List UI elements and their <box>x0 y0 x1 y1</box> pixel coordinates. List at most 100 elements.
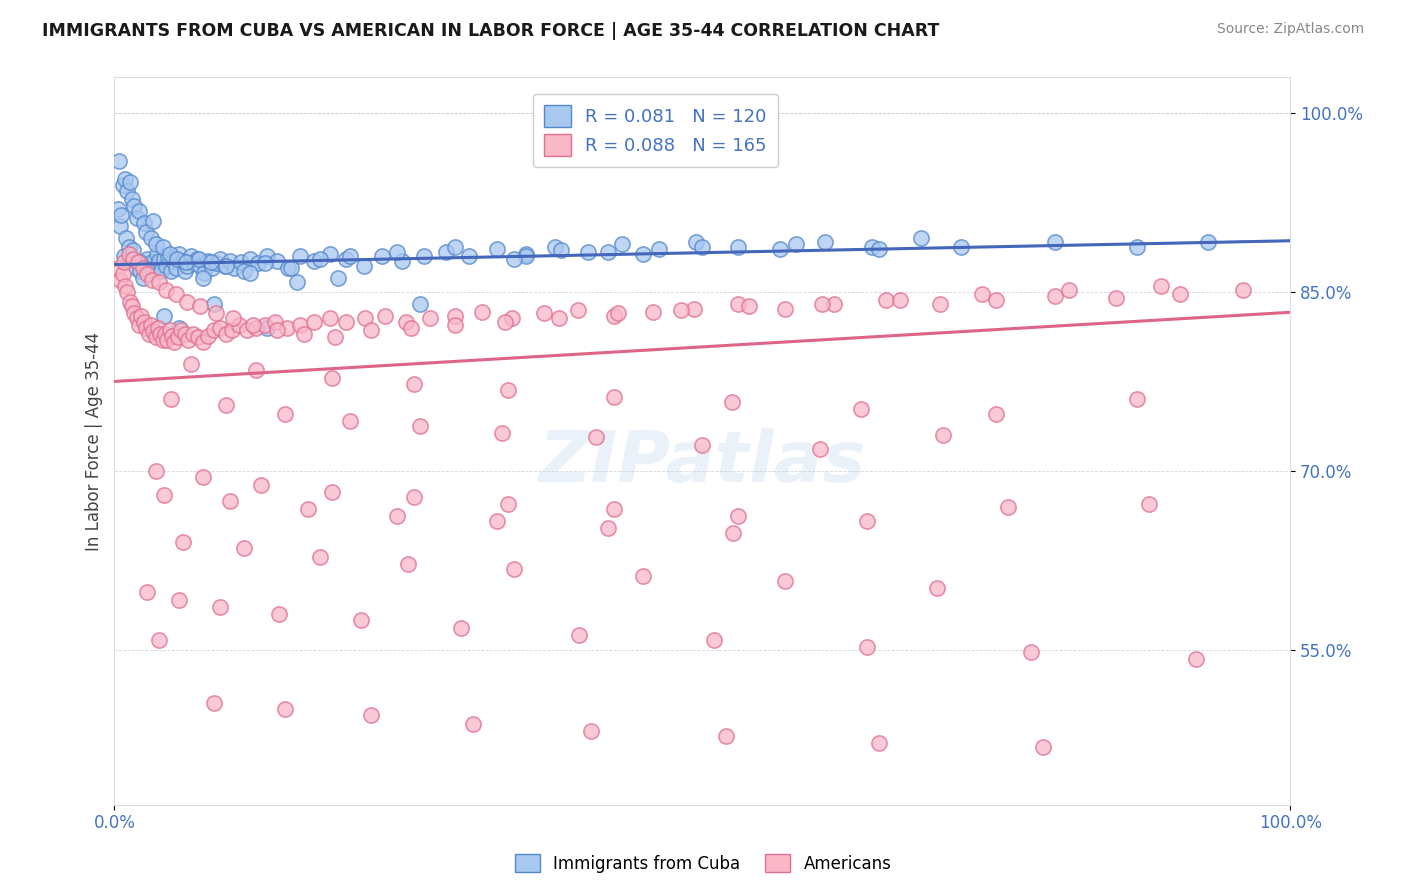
Point <box>1126 240 1149 254</box>
Point <box>612 237 634 252</box>
Point <box>501 311 523 326</box>
Point <box>1168 287 1191 301</box>
Point <box>122 244 145 258</box>
Point <box>808 442 831 457</box>
Point <box>567 302 589 317</box>
Point <box>266 323 288 337</box>
Point <box>135 226 157 240</box>
Point <box>114 279 136 293</box>
Point <box>669 302 692 317</box>
Point <box>129 255 152 269</box>
Point <box>720 394 742 409</box>
Point <box>738 299 761 313</box>
Point <box>396 557 419 571</box>
Point <box>125 211 148 226</box>
Point <box>633 568 655 582</box>
Point <box>267 607 290 621</box>
Point <box>117 247 139 261</box>
Point <box>143 261 166 276</box>
Point <box>246 256 269 270</box>
Point <box>494 315 516 329</box>
Point <box>155 283 177 297</box>
Point <box>174 326 197 341</box>
Point <box>374 309 396 323</box>
Point <box>949 240 972 254</box>
Point <box>1032 740 1054 755</box>
Point <box>150 263 173 277</box>
Point <box>152 252 174 266</box>
Point <box>176 294 198 309</box>
Point <box>515 249 537 263</box>
Point <box>170 323 193 337</box>
Point <box>245 320 267 334</box>
Point <box>461 716 484 731</box>
Point <box>224 261 246 276</box>
Point <box>218 254 240 268</box>
Point <box>148 254 170 268</box>
Point <box>503 561 526 575</box>
Point <box>391 254 413 268</box>
Point <box>339 414 361 428</box>
Point <box>124 261 146 276</box>
Point <box>274 702 297 716</box>
Point <box>485 242 508 256</box>
Point <box>256 249 278 263</box>
Point <box>1126 392 1149 407</box>
Point <box>152 309 174 323</box>
Point <box>135 320 157 334</box>
Point <box>264 315 287 329</box>
Point <box>409 297 432 311</box>
Point <box>191 335 214 350</box>
Point <box>138 326 160 341</box>
Point <box>972 287 994 301</box>
Point <box>112 249 135 263</box>
Point <box>134 259 156 273</box>
Point <box>128 204 150 219</box>
Point <box>875 293 897 308</box>
Point <box>139 231 162 245</box>
Point <box>180 249 202 263</box>
Point <box>236 323 259 337</box>
Point <box>218 493 240 508</box>
Point <box>215 326 238 341</box>
Point <box>181 326 204 341</box>
Point <box>204 256 226 270</box>
Point <box>222 311 245 326</box>
Point <box>253 256 276 270</box>
Point <box>280 261 302 276</box>
Point <box>339 249 361 263</box>
Point <box>404 376 426 391</box>
Point <box>153 326 176 341</box>
Point <box>148 633 170 648</box>
Point <box>928 297 950 311</box>
Point <box>304 254 326 268</box>
Point <box>204 306 226 320</box>
Point <box>156 333 179 347</box>
Point <box>547 311 569 326</box>
Point <box>321 485 343 500</box>
Point <box>108 153 131 168</box>
Point <box>186 252 208 266</box>
Point <box>117 240 139 254</box>
Legend: R = 0.081   N = 120, R = 0.088   N = 165: R = 0.081 N = 120, R = 0.088 N = 165 <box>533 94 778 167</box>
Point <box>131 261 153 276</box>
Point <box>124 306 146 320</box>
Point <box>579 723 602 738</box>
Point <box>188 252 211 266</box>
Point <box>145 330 167 344</box>
Point <box>239 252 262 266</box>
Point <box>418 311 440 326</box>
Point <box>132 315 155 329</box>
Point <box>326 270 349 285</box>
Point <box>202 696 225 710</box>
Point <box>769 242 792 256</box>
Point <box>110 273 132 287</box>
Point <box>727 297 749 311</box>
Point <box>136 267 159 281</box>
Point <box>1197 235 1219 249</box>
Point <box>304 315 326 329</box>
Point <box>603 309 626 323</box>
Point <box>152 240 174 254</box>
Point <box>167 247 190 261</box>
Point <box>167 330 190 344</box>
